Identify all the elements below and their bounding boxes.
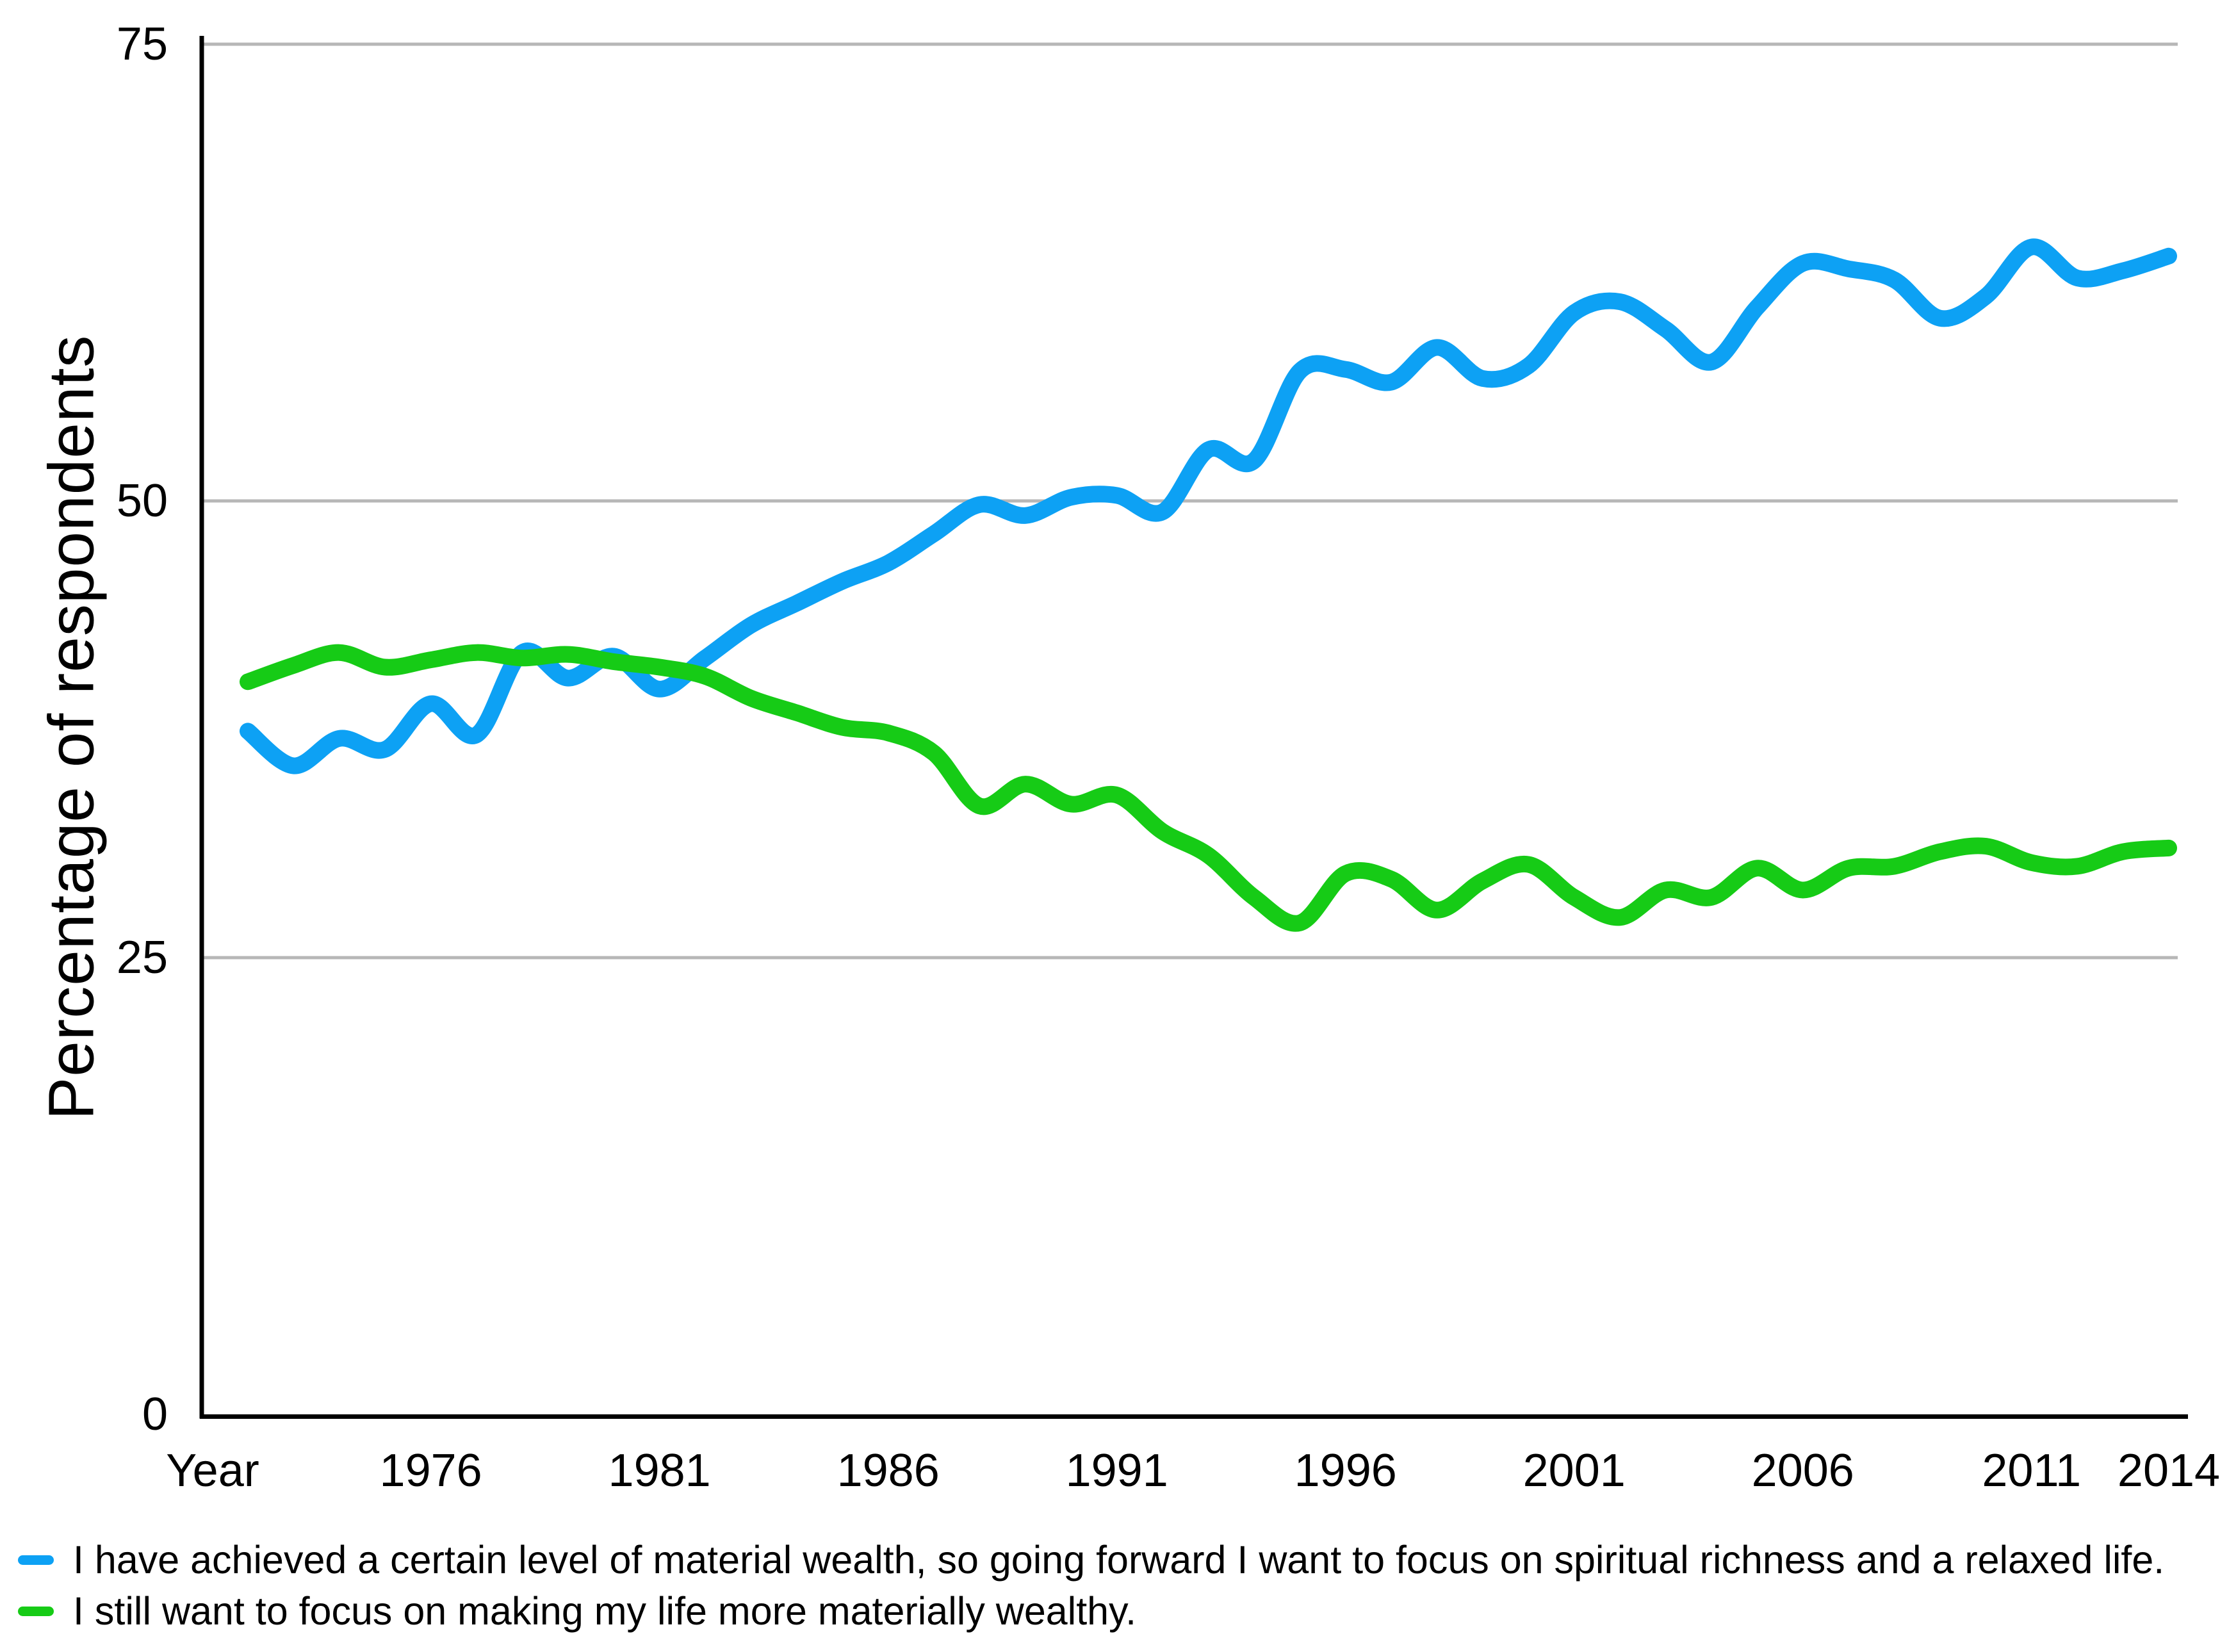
- x-tick-label-2011: 2011: [1982, 1445, 2081, 1496]
- x-tick-label-2001: 2001: [1523, 1445, 1626, 1496]
- y-tick-label-75: 75: [117, 19, 168, 70]
- series-line-material-wealth: [240, 644, 2177, 932]
- y-tick-label-50: 50: [117, 475, 168, 527]
- legend-label: I have achieved a certain level of mater…: [73, 1538, 2165, 1582]
- chart-legend: I have achieved a certain level of mater…: [18, 1538, 2165, 1633]
- x-tick-label-1976: 1976: [380, 1445, 482, 1496]
- y-tick-label-0: 0: [142, 1389, 168, 1440]
- legend-swatch-green: [18, 1606, 54, 1616]
- x-tick-label-2006: 2006: [1752, 1445, 1854, 1496]
- legend-label: I still want to focus on making my life …: [73, 1589, 1137, 1633]
- x-tick-label-1991: 1991: [1066, 1445, 1168, 1496]
- x-tick-label-1996: 1996: [1294, 1445, 1397, 1496]
- x-axis-title: Year: [166, 1445, 259, 1496]
- legend-item-spiritual: I have achieved a certain level of mater…: [18, 1538, 2165, 1582]
- y-axis-title: Percentage of respondents: [35, 334, 108, 1120]
- series-line-spiritual-richness: [240, 238, 2177, 774]
- x-tick-label-2014: 2014: [2118, 1445, 2220, 1496]
- legend-item-material: I still want to focus on making my life …: [18, 1589, 2164, 1633]
- y-tick-label-25: 25: [117, 932, 168, 983]
- x-tick-label-1986: 1986: [837, 1445, 940, 1496]
- legend-swatch-blue: [18, 1555, 54, 1565]
- x-tick-label-1981: 1981: [608, 1445, 711, 1496]
